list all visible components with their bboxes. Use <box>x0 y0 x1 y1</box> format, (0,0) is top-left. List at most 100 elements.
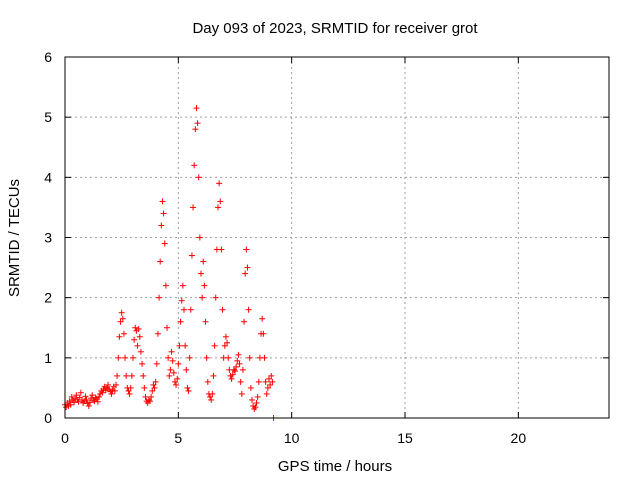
data-point-marker <box>173 381 180 388</box>
data-point-marker <box>164 324 170 331</box>
data-point-marker <box>116 333 123 340</box>
data-point-marker <box>219 306 226 313</box>
data-point-marker <box>190 204 197 211</box>
x-tick-label: 5 <box>174 430 182 446</box>
data-point-marker <box>249 396 255 403</box>
data-point-marker <box>77 389 84 396</box>
data-point-marker <box>176 342 183 349</box>
data-point-marker <box>175 360 182 367</box>
data-point-marker <box>150 381 157 388</box>
data-point-marker <box>232 368 238 375</box>
data-point-marker <box>210 372 217 379</box>
data-point-marker <box>142 393 149 400</box>
data-point-marker <box>228 375 235 382</box>
x-tick-label: 0 <box>61 430 69 446</box>
data-point-marker <box>66 398 73 405</box>
y-tick-label: 3 <box>44 230 52 246</box>
data-point-marker <box>199 294 206 301</box>
data-point-marker <box>140 372 147 379</box>
data-point-marker <box>198 270 204 277</box>
data-point-marker <box>238 390 245 397</box>
data-point-marker <box>130 354 136 361</box>
data-point-marker <box>168 348 175 355</box>
data-points <box>62 105 277 421</box>
data-point-marker <box>237 378 244 385</box>
data-point-marker <box>105 381 112 388</box>
data-point-marker <box>174 375 181 382</box>
data-point-marker <box>151 384 158 391</box>
y-tick-label: 6 <box>44 49 52 65</box>
data-point-marker <box>128 372 135 379</box>
data-point-marker <box>159 198 166 205</box>
data-point-marker <box>243 246 250 253</box>
data-point-marker <box>73 392 80 399</box>
data-point-marker <box>234 357 241 364</box>
data-point-marker <box>245 306 252 313</box>
data-point-marker <box>122 354 129 361</box>
x-tick-label: 10 <box>284 430 300 446</box>
data-point-marker <box>160 210 167 217</box>
data-point-marker <box>94 398 101 405</box>
x-axis-label: GPS time / hours <box>278 458 392 475</box>
x-tick-label: 20 <box>511 430 527 446</box>
data-point-marker <box>137 348 144 355</box>
data-point-marker <box>216 180 223 187</box>
data-point-marker <box>207 393 214 400</box>
data-point-marker <box>259 315 266 322</box>
data-point-marker <box>260 330 267 337</box>
data-point-marker <box>126 390 133 397</box>
data-point-marker <box>264 384 271 391</box>
data-point-marker <box>229 371 236 378</box>
data-point-marker <box>267 381 274 388</box>
data-point-marker <box>211 342 218 349</box>
data-point-marker <box>132 324 139 331</box>
data-point-marker <box>187 306 194 313</box>
data-point-marker <box>127 384 134 391</box>
data-point-marker <box>254 393 261 400</box>
data-point-marker <box>158 222 165 229</box>
data-point-marker <box>135 325 142 332</box>
y-tick-label: 1 <box>44 350 52 366</box>
data-point-marker <box>86 399 93 406</box>
data-point-marker <box>141 384 148 391</box>
data-point-marker <box>242 270 249 277</box>
data-point-marker <box>136 333 143 340</box>
data-point-marker <box>268 372 275 379</box>
data-point-marker <box>152 378 159 385</box>
data-point-marker <box>157 258 164 265</box>
y-tick-label: 2 <box>44 290 52 306</box>
data-point-marker <box>204 378 211 385</box>
data-point-marker <box>114 372 121 379</box>
data-point-marker <box>177 318 184 325</box>
data-point-marker <box>145 396 152 403</box>
data-point-marker <box>235 351 242 358</box>
data-point-marker <box>266 375 272 382</box>
data-point-marker <box>167 366 174 373</box>
data-point-marker <box>253 399 260 406</box>
data-point-marker <box>222 333 229 340</box>
data-point-marker <box>233 363 240 370</box>
data-point-marker <box>134 342 141 349</box>
data-point-marker <box>165 354 172 361</box>
data-point-marker <box>262 378 269 385</box>
data-point-marker <box>67 401 74 408</box>
data-point-marker <box>225 354 232 361</box>
data-point-marker <box>170 369 177 376</box>
data-point-marker <box>209 390 216 397</box>
data-point-marker <box>178 297 185 304</box>
data-point-marker <box>255 378 262 385</box>
data-point-marker <box>239 366 246 373</box>
data-point-marker <box>169 357 176 364</box>
data-point-marker <box>108 390 115 397</box>
data-point-marker <box>263 390 270 397</box>
data-point-marker <box>161 240 168 247</box>
data-point-marker <box>179 282 186 289</box>
data-point-marker <box>82 393 89 400</box>
data-point-marker <box>92 394 99 401</box>
data-point-marker <box>96 393 102 400</box>
data-point-marker <box>217 198 224 205</box>
data-point-marker <box>171 378 178 385</box>
data-point-marker <box>224 339 231 346</box>
data-point-marker <box>118 309 125 316</box>
data-point-marker <box>148 393 155 400</box>
